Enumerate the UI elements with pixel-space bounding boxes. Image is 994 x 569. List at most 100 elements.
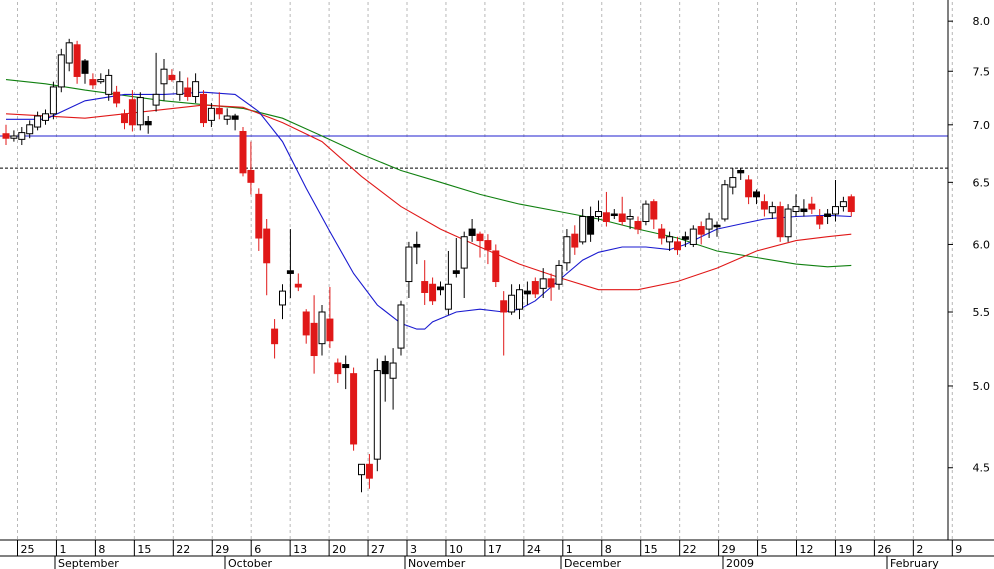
candle-body (745, 179, 753, 198)
x-tick-label: 17 (488, 543, 502, 556)
x-tick-label: 1 (59, 543, 66, 556)
candle-body (26, 124, 34, 135)
candle-body (642, 203, 650, 223)
month-label: December (564, 557, 622, 569)
x-tick-label: 1 (566, 543, 573, 556)
x-tick-label: 2 (916, 543, 923, 556)
x-tick-label: 8 (605, 543, 612, 556)
x-tick-label: 10 (449, 543, 463, 556)
candle-body (547, 278, 555, 288)
candle-body (207, 107, 215, 121)
y-tick-label: 4.5 (973, 462, 991, 475)
candle-body (516, 289, 523, 310)
y-tick-label: 5.0 (973, 380, 991, 393)
candle-body (200, 93, 207, 124)
candle-body (768, 206, 776, 214)
reference-lines (0, 135, 948, 169)
candle-body (531, 281, 539, 295)
candle-body (318, 311, 326, 345)
candle-body (176, 81, 184, 95)
month-label: September (58, 557, 119, 569)
candle-body (737, 169, 745, 174)
candle-body (381, 361, 389, 375)
candle-body (294, 283, 302, 288)
x-tick-label: 20 (332, 543, 346, 556)
candle-body (539, 278, 547, 289)
candle-body (160, 68, 168, 85)
month-label: 2009 (726, 557, 754, 569)
candle-body (421, 281, 429, 293)
y-tick-label: 7.5 (973, 65, 991, 78)
candle-body (587, 216, 595, 235)
candle-body (602, 212, 610, 223)
candle-body (808, 203, 816, 210)
candle-body (350, 373, 358, 445)
candle-body (824, 213, 832, 218)
candle-body (760, 201, 768, 210)
candle-body (128, 99, 136, 126)
candle-body (263, 228, 271, 264)
x-tick-label: 27 (371, 543, 385, 556)
candle-body (192, 81, 200, 98)
x-tick-label: 15 (644, 543, 658, 556)
x-tick-label: 6 (254, 543, 261, 556)
candle-body (484, 240, 492, 251)
candle-body (65, 42, 73, 64)
candle-body (579, 216, 587, 243)
x-tick-label: 19 (838, 543, 852, 556)
candle-body (2, 133, 10, 139)
candle-body (839, 201, 847, 208)
candle-body (697, 226, 705, 235)
candle-body (729, 177, 737, 188)
candle-body (97, 79, 105, 83)
x-tick-label: 13 (293, 543, 307, 556)
candle-body (18, 132, 26, 140)
x-tick-label: 25 (21, 543, 35, 556)
candle-body (776, 206, 784, 238)
candle-body (365, 463, 373, 479)
gridlines (17, 2, 953, 540)
candle-body (413, 243, 421, 248)
candle-body (626, 216, 634, 220)
candle-body (634, 221, 642, 230)
month-label: October (228, 557, 272, 569)
candle-body (523, 290, 531, 295)
candle-body (255, 193, 263, 239)
month-label: February (890, 557, 939, 569)
candle-body (792, 206, 800, 213)
candle-body (753, 191, 760, 198)
x-tick-label: 9 (955, 543, 962, 556)
candle-body (650, 201, 658, 220)
x-tick-label: 29 (722, 543, 736, 556)
x-tick-label: 24 (527, 543, 541, 556)
candle-body (239, 130, 247, 174)
candle-body (73, 44, 81, 77)
candles (2, 38, 855, 493)
candle-body (49, 86, 57, 115)
candle-body (121, 113, 128, 124)
candle-body (152, 93, 160, 106)
candle-body (429, 283, 437, 302)
candle-body (460, 236, 468, 269)
candle-body (113, 91, 121, 104)
candle-body (618, 213, 626, 223)
month-label: November (408, 557, 466, 569)
y-tick-label: 6.0 (973, 238, 991, 251)
candle-body (847, 196, 855, 213)
y-tick-label: 5.5 (973, 306, 991, 319)
y-tick-label: 8.0 (973, 15, 991, 28)
candle-body (358, 463, 365, 476)
moving-average-slow-line (5, 79, 852, 268)
candle-body (184, 87, 192, 98)
x-tick-label: 12 (800, 543, 814, 556)
candle-body (492, 250, 500, 283)
candle-body (816, 216, 824, 225)
candle-body (452, 270, 460, 274)
candle-body (444, 283, 452, 310)
candle-body (705, 218, 713, 230)
candle-body (674, 241, 681, 251)
candle-body (800, 208, 808, 213)
candle-body (326, 318, 334, 342)
candle-body (334, 362, 342, 375)
